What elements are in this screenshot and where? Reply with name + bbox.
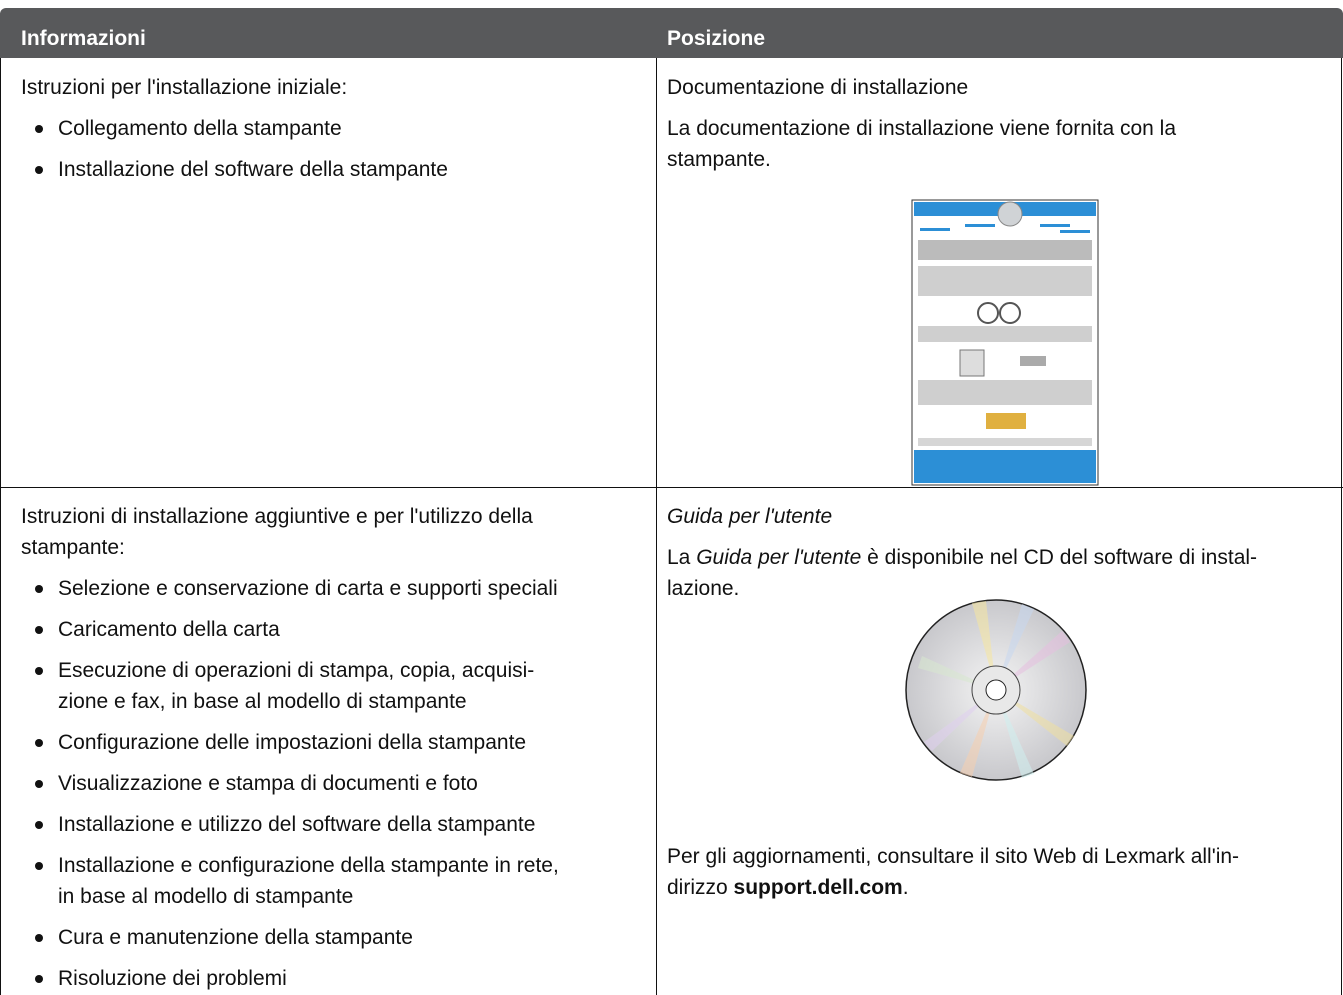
header-row xyxy=(0,8,1343,58)
bullet xyxy=(35,934,43,942)
bullet xyxy=(35,585,43,593)
bullet xyxy=(35,125,43,133)
bullet-text: Installazione e configurazione della sta… xyxy=(58,854,559,877)
border xyxy=(656,58,657,995)
text-run: Guida per l'utente xyxy=(696,546,862,569)
header-cell: Posizione xyxy=(667,27,766,50)
border xyxy=(0,487,1343,488)
quick-setup-image xyxy=(911,199,1099,486)
text-run: dirizzo xyxy=(667,876,734,899)
bullet-text: Visualizzazione e stampa di documenti e … xyxy=(58,772,478,795)
intro-text: Istruzioni per l'installazione iniziale: xyxy=(21,76,348,99)
intro-text: Istruzioni di installazione aggiuntive e… xyxy=(21,505,533,528)
paragraph-line: stampante. xyxy=(667,148,771,171)
bullet xyxy=(35,821,43,829)
bullet-text: zione e fax, in base al modello di stamp… xyxy=(58,690,467,713)
text-run: Guida per l'utente xyxy=(667,505,833,528)
border xyxy=(0,58,1,995)
bullet xyxy=(35,739,43,747)
paragraph-line: La documentazione di installazione viene… xyxy=(667,117,1176,140)
bullet-text: Collegamento della stampante xyxy=(58,117,342,140)
border xyxy=(1341,58,1342,995)
location-title: Documentazione di installazione xyxy=(667,76,969,99)
bullet xyxy=(35,862,43,870)
bullet-text: Esecuzione di operazioni di stampa, copi… xyxy=(58,659,535,682)
text-run: La xyxy=(667,546,697,569)
bullet xyxy=(35,780,43,788)
text-run: support.dell.com xyxy=(733,876,903,899)
bullet xyxy=(35,166,43,174)
bullet-text: Caricamento della carta xyxy=(58,618,280,641)
bullet-text: Selezione e conservazione di carta e sup… xyxy=(58,577,558,600)
paragraph-line: Per gli aggiornamenti, consultare il sit… xyxy=(667,845,1240,868)
paragraph-line: dirizzo support.dell.com. xyxy=(667,875,909,901)
bullet-text: in base al modello di stampante xyxy=(58,885,354,908)
bullet-text: Cura e manutenzione della stampante xyxy=(58,926,413,949)
text-run: è disponibile nel CD del software di ins… xyxy=(861,546,1258,569)
bullet xyxy=(35,975,43,983)
header-cell: Informazioni xyxy=(21,27,146,50)
text-run: . xyxy=(902,876,909,899)
bullet xyxy=(35,626,43,634)
intro-text: stampante: xyxy=(21,536,125,559)
bullet xyxy=(35,667,43,675)
location-title: Guida per l'utente xyxy=(667,504,832,530)
bullet-text: Risoluzione dei problemi xyxy=(58,967,287,990)
bullet-text: Configurazione delle impostazioni della … xyxy=(58,731,527,754)
bullet-text: Installazione e utilizzo del software de… xyxy=(58,813,536,836)
paragraph-line: lazione. xyxy=(667,577,740,600)
bullet-text: Installazione del software della stampan… xyxy=(58,158,448,181)
cd-image xyxy=(905,599,1087,781)
paragraph-line: La Guida per l'utente è disponibile nel … xyxy=(667,545,1257,571)
